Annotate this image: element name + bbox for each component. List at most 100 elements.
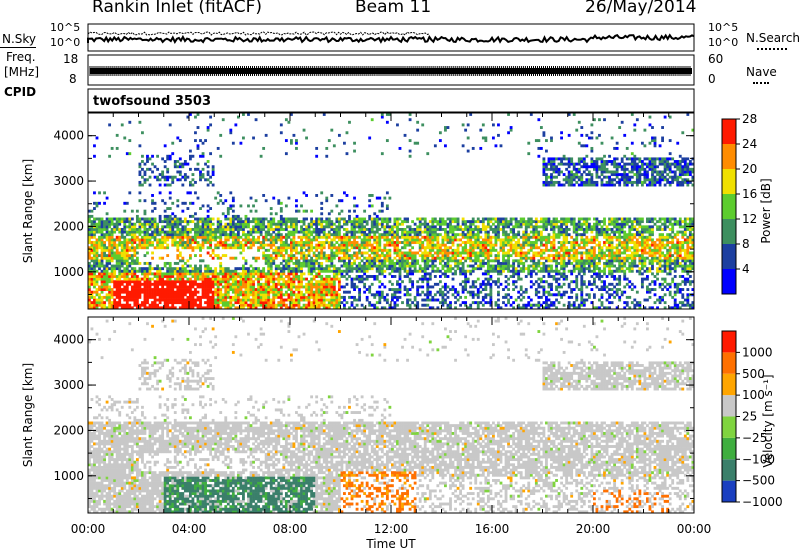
power-cell (234, 306, 238, 310)
power-cell (93, 261, 96, 265)
power-cell (542, 261, 546, 265)
power-cell (123, 275, 127, 278)
power-cell (380, 272, 384, 276)
power-cell (236, 282, 240, 286)
power-cell (418, 217, 422, 221)
power-cell (340, 243, 344, 247)
power-cell (337, 303, 341, 307)
power-cell (481, 261, 485, 265)
power-cell (545, 243, 548, 247)
power-cell (315, 254, 319, 258)
power-cell (211, 256, 215, 260)
power-cell (403, 264, 407, 268)
power-cell (423, 293, 427, 297)
power-cell (537, 154, 541, 158)
power-cell (502, 248, 505, 252)
power-cell (297, 243, 301, 247)
power-cell (370, 264, 374, 268)
power-cell (489, 285, 493, 289)
power-cell (178, 238, 182, 242)
power-cell (363, 306, 367, 310)
power-cell (537, 282, 541, 286)
power-cell (380, 152, 384, 156)
power-cell (337, 272, 341, 276)
power-cell (224, 222, 228, 226)
power-cell (191, 282, 195, 286)
power-cell (209, 180, 213, 184)
power-cell (239, 303, 243, 307)
power-cell (206, 246, 210, 250)
power-cell (499, 272, 503, 276)
power-cell (209, 217, 213, 221)
power-cell (406, 220, 409, 224)
power-cell (542, 238, 546, 242)
power-cell (234, 298, 238, 302)
power-cell (216, 301, 220, 305)
power-cell (343, 238, 346, 242)
power-cell (252, 295, 255, 299)
power-cell (262, 288, 266, 291)
power-cell (272, 272, 276, 276)
power-cell (368, 243, 372, 247)
power-cell (262, 275, 266, 278)
power-cell (206, 251, 210, 255)
power-cell (471, 269, 475, 273)
power-cell (105, 293, 109, 297)
power-cell (509, 243, 513, 247)
power-cell (98, 222, 101, 226)
power-cell (355, 246, 359, 250)
power-cell (416, 261, 420, 265)
power-cell (110, 256, 114, 260)
power-cell (295, 256, 298, 260)
power-cell (181, 165, 185, 169)
power-cell (363, 217, 367, 221)
power-cell (229, 306, 233, 310)
power-cell (449, 259, 452, 263)
power-cell (115, 288, 119, 291)
power-cell (231, 243, 235, 247)
power-cell (236, 241, 240, 244)
power-cell (209, 285, 213, 289)
power-cell (327, 217, 331, 221)
power-cell (274, 306, 278, 310)
power-cell (141, 131, 144, 135)
power-cell (514, 225, 518, 229)
power-cell (418, 254, 422, 258)
power-cell (449, 264, 452, 268)
power-cell (138, 293, 142, 297)
power-cell (373, 259, 377, 263)
power-cell (385, 191, 389, 195)
power-cell (201, 230, 205, 234)
power-cell (181, 235, 185, 239)
power-cell (310, 264, 314, 268)
power-cell (156, 246, 159, 250)
power-cell (446, 235, 450, 239)
power-cell (325, 293, 329, 297)
power-cell (514, 222, 518, 226)
power-cell (388, 259, 392, 263)
power-cell (206, 295, 210, 299)
power-cell (317, 243, 321, 247)
power-cell (524, 306, 528, 310)
power-cell (539, 241, 543, 244)
power-cell (322, 233, 326, 237)
power-cell (269, 256, 273, 260)
power-cell (484, 139, 488, 143)
power-cell (370, 230, 374, 234)
power-cell (257, 256, 260, 260)
power-cell (204, 217, 207, 221)
power-cell (236, 222, 240, 226)
power-cell (292, 248, 296, 252)
power-cell (383, 269, 387, 273)
power-cell (345, 277, 349, 281)
power-cell (272, 248, 276, 252)
power-cell (135, 251, 139, 255)
power-cell (234, 301, 238, 305)
power-cell (105, 222, 109, 226)
power-cell (234, 123, 238, 127)
power-cell (125, 298, 129, 302)
power-cell (438, 301, 442, 305)
power-cell (287, 298, 291, 302)
power-cell (360, 222, 364, 226)
power-cell (166, 261, 170, 265)
